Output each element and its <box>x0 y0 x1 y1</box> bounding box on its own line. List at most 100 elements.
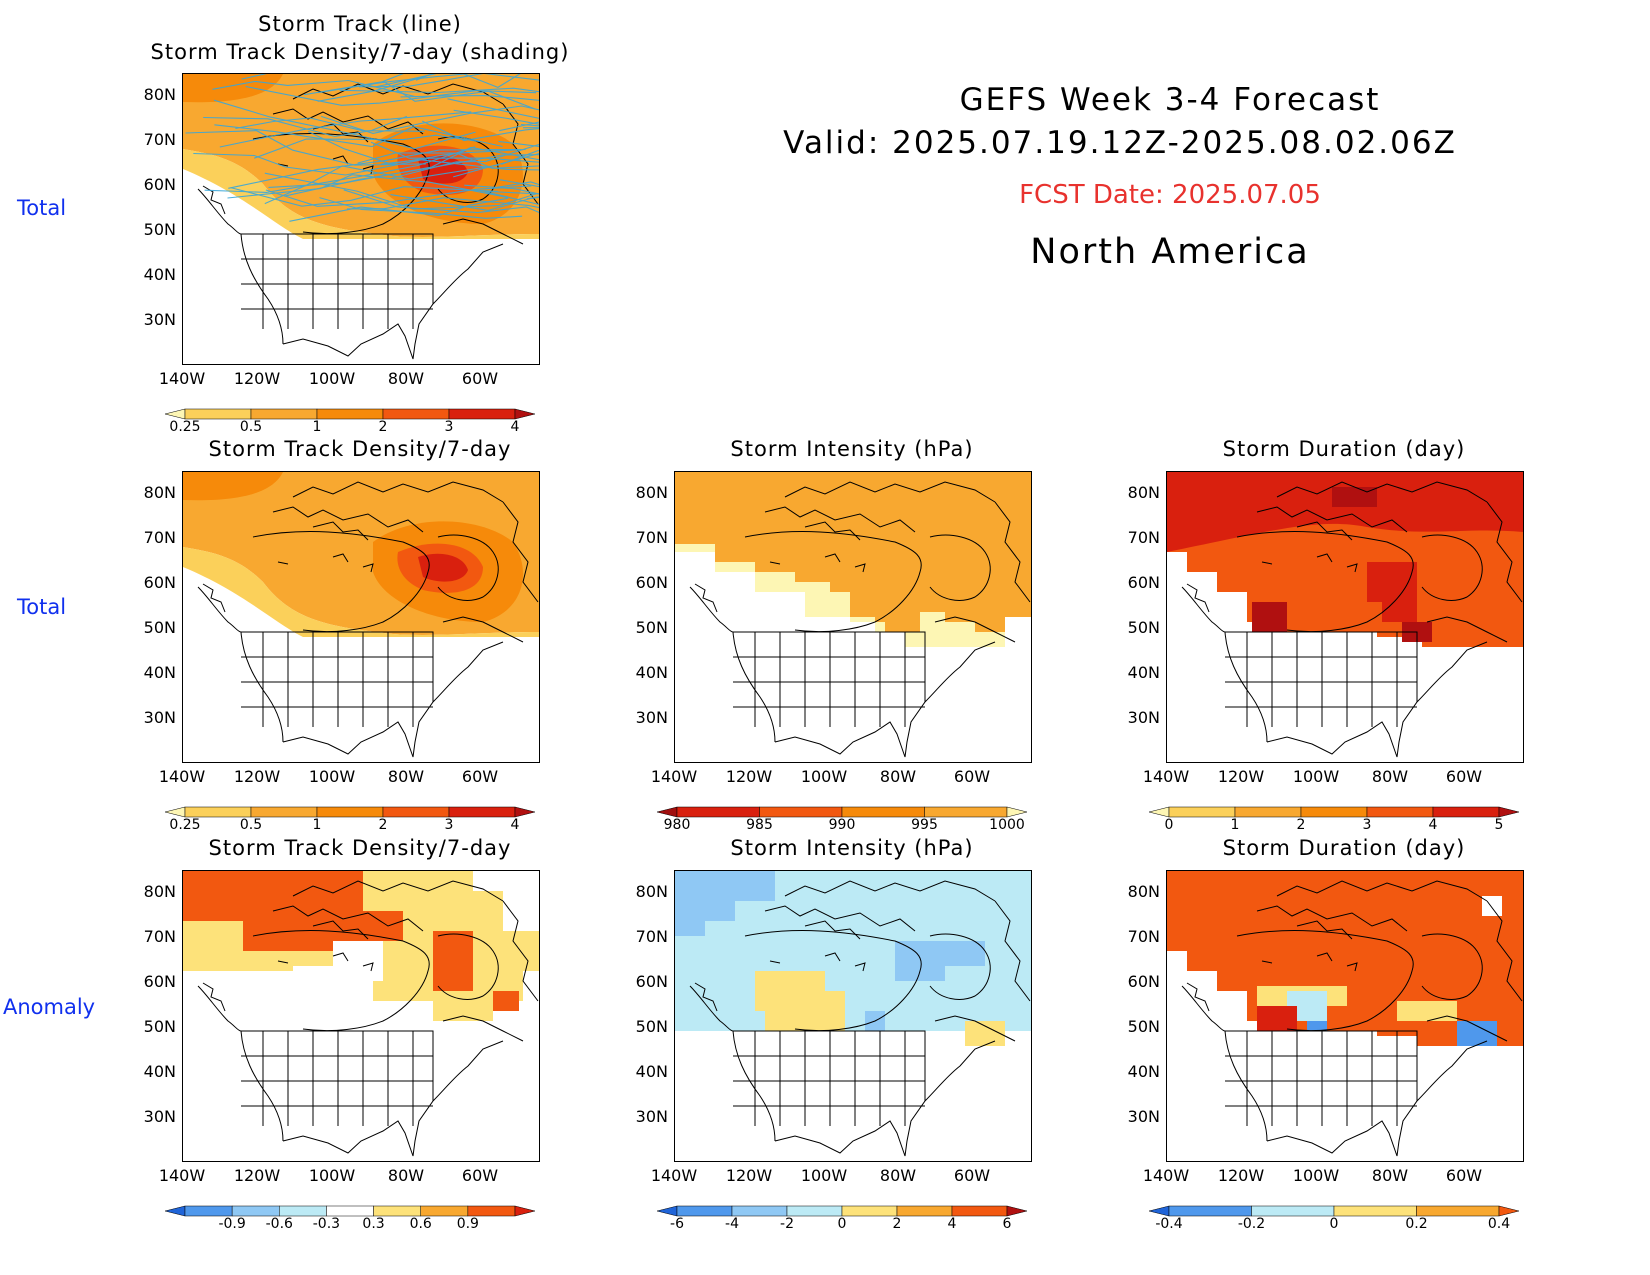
lon-tick-label: 60W <box>461 1166 499 1185</box>
colorbar-high-end <box>1006 806 1028 818</box>
map-intensity_anom <box>674 870 1032 1162</box>
lon-tick-label: 100W <box>1292 767 1340 786</box>
lon-tick-label: 140W <box>1142 1166 1190 1185</box>
colorbar-swatch <box>1234 806 1302 818</box>
colorbar-swatch <box>382 408 450 420</box>
colorbar-tick-label: 990 <box>828 817 856 833</box>
colorbar-tick-label: 3 <box>444 419 454 435</box>
lon-tick-label: 60W <box>953 767 991 786</box>
colorbar-tick-label: 2 <box>892 1216 902 1232</box>
lat-tick-label: 70N <box>143 130 176 149</box>
colorbar-high-end <box>514 1205 536 1217</box>
map-intensity_total <box>674 471 1032 763</box>
lon-tick-label: 80W <box>387 369 425 388</box>
colorbar-swatch <box>250 408 318 420</box>
lat-tick-label: 40N <box>143 663 176 682</box>
lon-tick-label: 60W <box>1445 1166 1483 1185</box>
colorbar-high-end <box>1498 806 1520 818</box>
lon-tick-label: 80W <box>879 767 917 786</box>
lat-tick-label: 40N <box>635 1062 668 1081</box>
lat-tick-label: 60N <box>143 972 176 991</box>
colorbar-swatch <box>1416 1205 1500 1217</box>
colorbar-swatch <box>373 1205 421 1217</box>
lat-tick-label: 80N <box>143 85 176 104</box>
lon-tick-label: 100W <box>308 369 356 388</box>
colorbar-swatch <box>896 1205 953 1217</box>
lon-tick-label: 60W <box>1445 767 1483 786</box>
colorbar-tick-label: 4 <box>510 817 520 833</box>
lat-tick-label: 30N <box>1127 708 1160 727</box>
colorbar-tick-label: -0.3 <box>312 1216 341 1232</box>
colorbar-tick-label: 2 <box>378 817 388 833</box>
lat-tick-label: 70N <box>1127 528 1160 547</box>
lat-tick-label: 40N <box>143 1062 176 1081</box>
colorbar-tick-label: 1 <box>312 419 322 435</box>
row-label-anomaly: Anomaly <box>3 995 96 1019</box>
lat-tick-label: 30N <box>143 708 176 727</box>
colorbar-tick-label: 995 <box>911 817 938 833</box>
colorbar-tick-label: 2 <box>378 419 388 435</box>
lon-tick-label: 120W <box>1217 767 1265 786</box>
lat-tick-label: 40N <box>143 265 176 284</box>
lat-tick-label: 60N <box>1127 972 1160 991</box>
colorbar-low-end <box>656 1205 678 1217</box>
lat-tick-label: 70N <box>143 927 176 946</box>
colorbar-high-end <box>514 408 536 420</box>
lon-tick-label: 60W <box>461 767 499 786</box>
lat-tick-label: 50N <box>635 1017 668 1036</box>
lon-tick-label: 120W <box>233 767 281 786</box>
lat-tick-label: 30N <box>143 1107 176 1126</box>
colorbar-intensity_total <box>656 806 1028 818</box>
row-label-total-2: Total <box>17 595 67 619</box>
lat-tick-label: 40N <box>1127 663 1160 682</box>
colorbar-swatch <box>184 1205 233 1217</box>
lon-tick-label: 120W <box>725 1166 773 1185</box>
lat-tick-label: 30N <box>635 1107 668 1126</box>
lon-tick-label: 60W <box>461 369 499 388</box>
colorbar-tick-label: 0.2 <box>1405 1216 1428 1232</box>
colorbar-density_total <box>164 806 536 818</box>
lat-tick-label: 30N <box>635 708 668 727</box>
lon-tick-label: 120W <box>233 369 281 388</box>
map-track <box>182 73 540 365</box>
lat-tick-label: 70N <box>635 927 668 946</box>
lat-tick-label: 80N <box>635 882 668 901</box>
colorbar-swatch <box>731 1205 788 1217</box>
colorbar-tick-label: 4 <box>510 419 520 435</box>
lat-tick-label: 40N <box>635 663 668 682</box>
colorbar-intensity_anom <box>656 1205 1028 1217</box>
lat-tick-label: 60N <box>143 573 176 592</box>
colorbar-swatch <box>184 806 252 818</box>
colorbar-swatch <box>316 806 384 818</box>
colorbar-tick-label: 0 <box>1164 817 1174 833</box>
colorbar-low-end <box>656 806 678 818</box>
lon-tick-label: 100W <box>1292 1166 1340 1185</box>
colorbar-tick-label: 0.5 <box>239 817 263 833</box>
lon-tick-label: 80W <box>1371 1166 1409 1185</box>
colorbar-tick-label: 4 <box>1428 817 1438 833</box>
colorbar-tick-label: 0 <box>837 1216 847 1232</box>
colorbar-track <box>164 408 536 420</box>
colorbar-tick-label: 0 <box>1329 1216 1339 1232</box>
lon-tick-label: 140W <box>158 369 206 388</box>
lon-tick-label: 100W <box>308 767 356 786</box>
lat-tick-label: 60N <box>143 175 176 194</box>
colorbar-tick-label: -0.2 <box>1237 1216 1266 1232</box>
colorbar-density_anom <box>164 1205 536 1217</box>
panel-title-intensity_total: Storm Intensity (hPa) <box>730 437 974 461</box>
colorbar-swatch <box>250 806 318 818</box>
lat-tick-label: 80N <box>1127 882 1160 901</box>
colorbar-high-end <box>514 806 536 818</box>
panel-title-density_total: Storm Track Density/7-day <box>208 437 512 461</box>
colorbar-swatch <box>786 1205 843 1217</box>
colorbar-swatch <box>326 1205 374 1217</box>
colorbar-tick-label: -2 <box>780 1216 794 1232</box>
colorbar-high-end <box>1006 1205 1028 1217</box>
lat-tick-label: 60N <box>1127 573 1160 592</box>
lat-tick-label: 30N <box>143 310 176 329</box>
colorbar-tick-label: -0.6 <box>265 1216 293 1232</box>
lat-tick-label: 50N <box>1127 618 1160 637</box>
lon-tick-label: 120W <box>725 767 773 786</box>
lat-tick-label: 80N <box>635 483 668 502</box>
colorbar-swatch <box>231 1205 280 1217</box>
